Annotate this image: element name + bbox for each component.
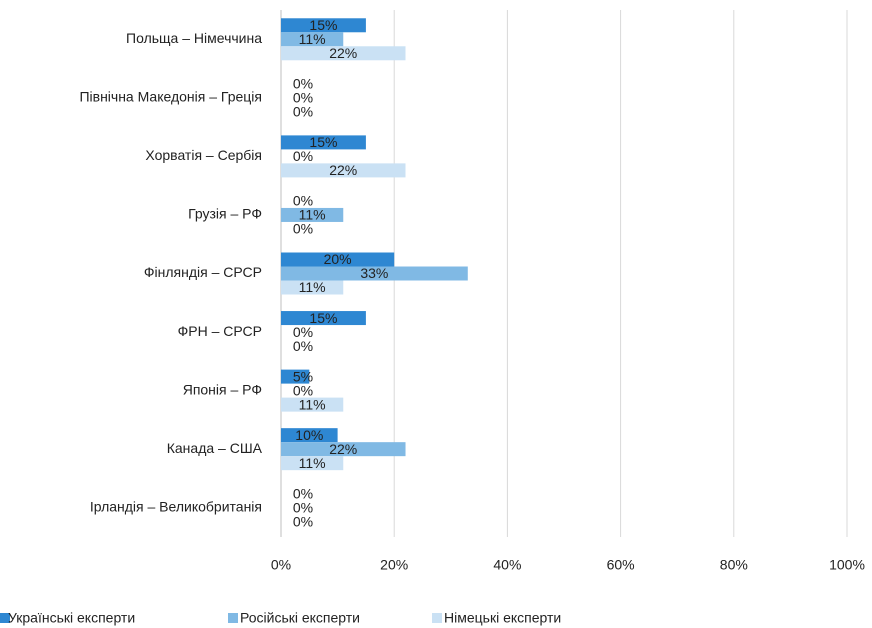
data-label: 0% [293,148,313,164]
data-label: 0% [293,324,313,340]
data-label: 0% [293,513,313,529]
y-tick-label: Канада – США [167,440,263,456]
x-tick-label: 0% [271,557,291,573]
data-label: 15% [309,134,337,150]
bar [281,456,344,471]
data-label: 0% [293,499,313,515]
data-label: 0% [293,221,313,237]
y-tick-label: ФРН – СРСР [178,323,262,339]
bar [281,266,468,281]
data-label: 15% [309,310,337,326]
bar [281,46,406,61]
y-tick-label: Грузія – РФ [188,206,262,222]
y-tick-label: Хорватія – Сербія [145,147,262,163]
legend-label: Німецькі експерти [444,610,561,626]
bar [281,207,344,222]
x-tick-label: 40% [493,557,521,573]
bar [281,428,338,443]
data-label: 20% [324,251,352,267]
data-label: 15% [309,17,337,33]
bar [281,369,310,384]
bar [281,18,366,33]
data-label: 0% [293,193,313,209]
data-label: 0% [293,382,313,398]
bar [281,311,366,326]
data-label: 0% [293,90,313,106]
data-label: 11% [299,396,326,412]
x-tick-label: 80% [720,557,748,573]
y-tick-label: Фінляндія – СРСР [144,264,262,280]
legend-label: Українські експерти [8,610,135,626]
data-label: 5% [293,368,313,384]
data-label: 33% [360,265,388,281]
data-label: 0% [293,104,313,120]
bar [281,163,406,178]
bar [281,252,395,267]
data-label: 22% [329,45,357,61]
bar [281,135,366,150]
bar [281,280,344,295]
bar [281,442,406,457]
bar [281,397,344,412]
y-tick-label: Японія – РФ [183,381,262,397]
legend-label: Російські експерти [240,610,360,626]
data-label: 22% [329,162,357,178]
y-tick-label: Ірландія – Великобританія [90,498,262,514]
x-tick-label: 60% [607,557,635,573]
legend-swatch [228,613,238,623]
data-label: 11% [299,279,326,295]
legend-swatch [432,613,442,623]
x-tick-label: 100% [829,557,865,573]
bar [281,32,344,47]
data-label: 11% [299,31,326,47]
y-tick-label: Північна Македонія – Греція [79,89,262,105]
data-label: 0% [293,76,313,92]
y-tick-label: Польща – Німеччина [126,30,262,46]
data-label: 10% [295,427,323,443]
data-label: 22% [329,441,357,457]
x-tick-label: 20% [380,557,408,573]
data-label: 0% [293,485,313,501]
data-label: 0% [293,338,313,354]
legend-swatch [0,613,10,623]
data-label: 11% [299,207,326,223]
data-label: 11% [299,455,326,471]
